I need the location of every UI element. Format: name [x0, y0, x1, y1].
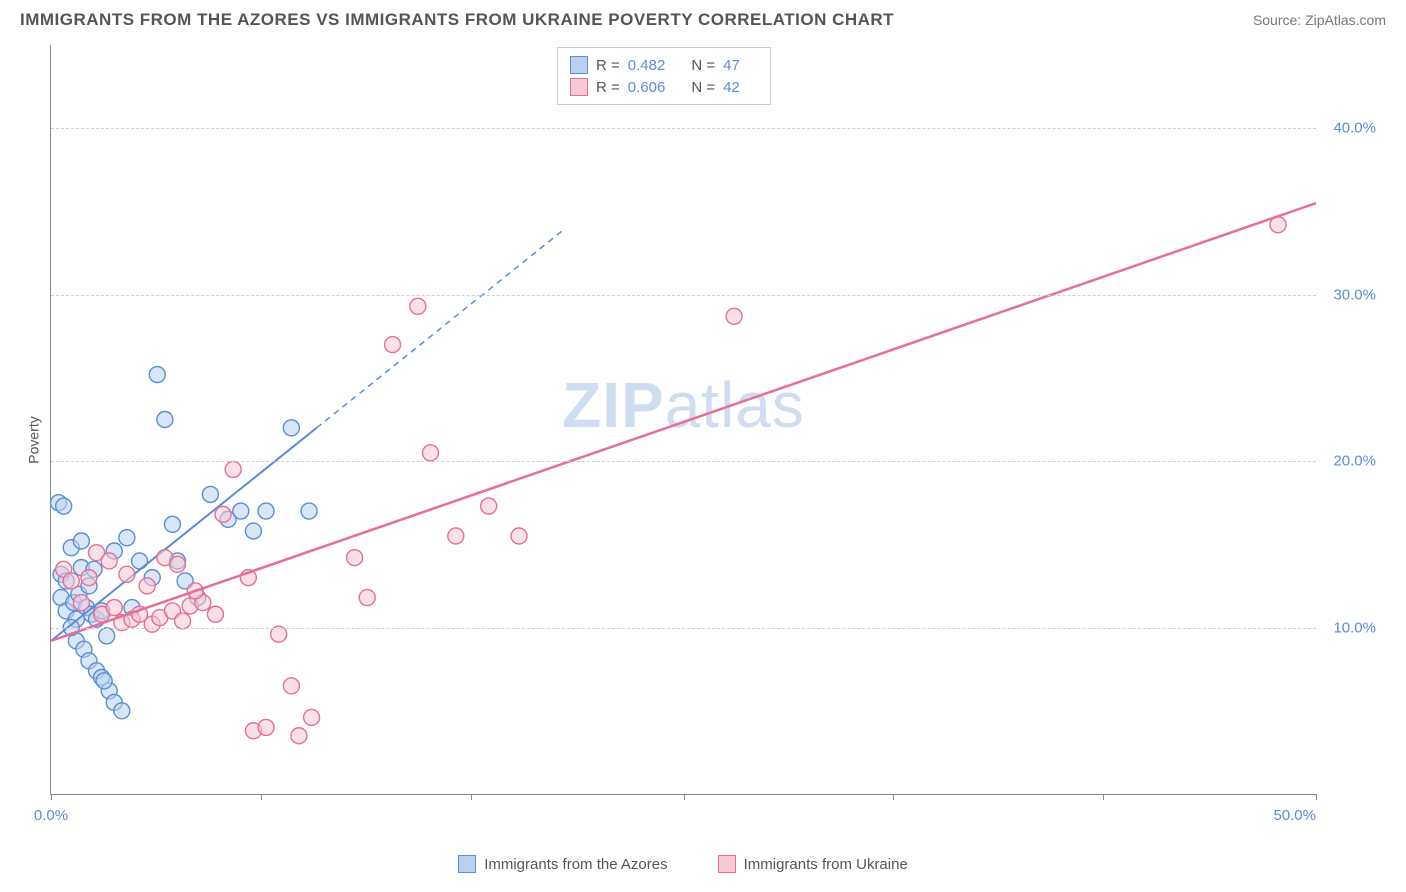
data-point-ukraine [119, 566, 135, 582]
data-point-azores [73, 533, 89, 549]
chart-title: IMMIGRANTS FROM THE AZORES VS IMMIGRANTS… [20, 10, 894, 30]
n-label: N = [691, 57, 715, 74]
r-label: R = [596, 79, 620, 96]
r-value: 0.606 [628, 79, 666, 96]
data-point-azores [119, 530, 135, 546]
x-tick [471, 794, 472, 800]
source-attribution: Source: ZipAtlas.com [1253, 12, 1386, 28]
data-point-ukraine [215, 506, 231, 522]
legend-swatch [458, 855, 476, 873]
y-tick-label: 40.0% [1333, 120, 1376, 137]
data-point-ukraine [410, 298, 426, 314]
data-point-azores [149, 367, 165, 383]
source-name: ZipAtlas.com [1305, 12, 1386, 28]
source-prefix: Source: [1253, 12, 1305, 28]
data-point-azores [164, 516, 180, 532]
data-point-azores [233, 503, 249, 519]
data-point-ukraine [347, 550, 363, 566]
x-tick-label: 50.0% [1273, 807, 1316, 824]
data-point-ukraine [170, 556, 186, 572]
trendline-extension-azores [317, 231, 562, 428]
data-point-ukraine [271, 626, 287, 642]
legend-row: R = 0.482 N = 47 [570, 54, 758, 76]
x-tick [893, 794, 894, 800]
series-legend: Immigrants from the Azores Immigrants fr… [50, 855, 1316, 873]
y-tick-label: 20.0% [1333, 453, 1376, 470]
data-point-azores [301, 503, 317, 519]
gridline [51, 295, 1316, 296]
legend-row: R = 0.606 N = 42 [570, 76, 758, 98]
x-tick [51, 794, 52, 800]
x-tick [1316, 794, 1317, 800]
gridline [51, 128, 1316, 129]
data-point-azores [157, 412, 173, 428]
y-tick-label: 10.0% [1333, 619, 1376, 636]
data-point-ukraine [283, 678, 299, 694]
n-value: 42 [723, 79, 740, 96]
data-point-ukraine [63, 573, 79, 589]
gridline [51, 461, 1316, 462]
legend-label: Immigrants from Ukraine [744, 856, 908, 873]
data-point-ukraine [385, 337, 401, 353]
data-point-ukraine [304, 709, 320, 725]
x-tick [261, 794, 262, 800]
data-point-azores [258, 503, 274, 519]
data-point-ukraine [175, 613, 191, 629]
data-point-azores [283, 420, 299, 436]
data-point-ukraine [106, 600, 122, 616]
n-value: 47 [723, 57, 740, 74]
data-point-azores [245, 523, 261, 539]
r-value: 0.482 [628, 57, 666, 74]
plot-area: ZIPatlas R = 0.482 N = 47 R = 0.606 N = … [50, 45, 1316, 795]
y-tick-label: 30.0% [1333, 286, 1376, 303]
chart-container: Poverty ZIPatlas R = 0.482 N = 47 R = 0.… [50, 45, 1386, 835]
x-tick-label: 0.0% [34, 807, 68, 824]
x-tick [684, 794, 685, 800]
x-tick [1103, 794, 1104, 800]
data-point-ukraine [81, 570, 97, 586]
gridline [51, 628, 1316, 629]
legend-label: Immigrants from the Azores [484, 856, 667, 873]
data-point-ukraine [481, 498, 497, 514]
data-point-azores [202, 486, 218, 502]
data-point-azores [114, 703, 130, 719]
legend-swatch [718, 855, 736, 873]
legend-item: Immigrants from the Azores [458, 855, 667, 873]
r-label: R = [596, 57, 620, 74]
data-point-azores [99, 628, 115, 644]
n-label: N = [691, 79, 715, 96]
legend-swatch [570, 56, 588, 74]
y-axis-label: Poverty [26, 416, 42, 463]
data-point-ukraine [258, 719, 274, 735]
data-point-ukraine [291, 728, 307, 744]
data-point-ukraine [207, 606, 223, 622]
data-point-ukraine [448, 528, 464, 544]
data-point-ukraine [139, 578, 155, 594]
data-point-ukraine [359, 590, 375, 606]
data-point-ukraine [726, 308, 742, 324]
data-point-azores [56, 498, 72, 514]
legend-item: Immigrants from Ukraine [718, 855, 908, 873]
data-point-azores [96, 673, 112, 689]
trendline-ukraine [51, 203, 1316, 641]
data-point-ukraine [101, 553, 117, 569]
correlation-legend: R = 0.482 N = 47 R = 0.606 N = 42 [557, 47, 771, 105]
scatter-plot [51, 45, 1316, 794]
data-point-ukraine [511, 528, 527, 544]
legend-swatch [570, 78, 588, 96]
data-point-ukraine [225, 461, 241, 477]
data-point-ukraine [73, 595, 89, 611]
data-point-ukraine [423, 445, 439, 461]
